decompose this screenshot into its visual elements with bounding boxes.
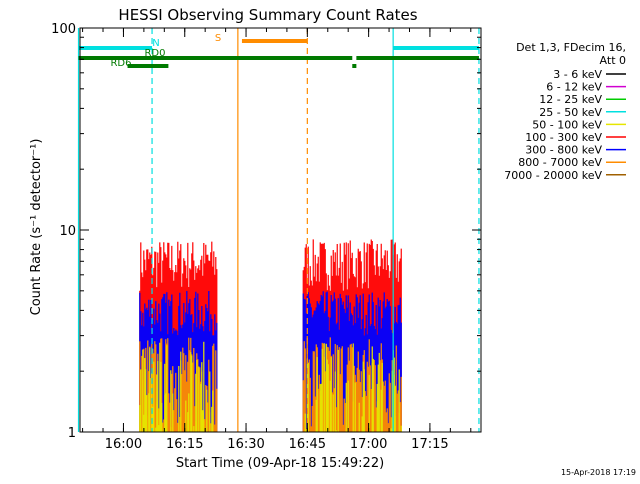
- legend-label: 50 - 100 keV: [532, 118, 602, 131]
- flag-n-label: N: [152, 38, 159, 49]
- y-tick-label: 100: [51, 22, 76, 37]
- x-tick-label: 16:45: [289, 437, 326, 452]
- legend-label: 3 - 6 keV: [553, 68, 602, 81]
- y-tick-label: 10: [59, 224, 76, 239]
- x-tick-label: 16:30: [227, 437, 264, 452]
- legend-label: 6 - 12 keV: [546, 81, 602, 94]
- flag-s-label: S: [215, 33, 221, 44]
- legend-label: 300 - 800 keV: [525, 144, 602, 157]
- footer-timestamp: 15-Apr-2018 17:19: [561, 468, 636, 477]
- y-axis-label: Count Rate (s⁻¹ detector⁻¹): [29, 139, 44, 316]
- legend-header-line-1: Det 1,3, FDecim 16,: [516, 41, 626, 54]
- legend-label: 25 - 50 keV: [539, 106, 602, 119]
- x-axis-label: Start Time (09-Apr-18 15:49:22): [176, 456, 384, 471]
- x-tick-label: 16:00: [105, 437, 142, 452]
- flag-rd0-label: RD0: [144, 48, 165, 59]
- chart-title: HESSI Observing Summary Count Rates: [118, 6, 417, 24]
- flag-rd6-label: RD6: [110, 58, 131, 69]
- legend-label: 12 - 25 keV: [539, 93, 602, 106]
- x-tick-label: 17:00: [350, 437, 387, 452]
- y-tick-label: 1: [68, 426, 76, 441]
- series-50-100-kev: [139, 341, 402, 432]
- legend-header-line-2: Att 0: [600, 54, 626, 67]
- legend-label: 7000 - 20000 keV: [504, 169, 602, 182]
- legend-label: 800 - 7000 keV: [518, 156, 602, 169]
- x-tick-label: 17:15: [411, 437, 448, 452]
- x-tick-label: 16:15: [166, 437, 203, 452]
- legend-label: 100 - 300 keV: [525, 131, 602, 144]
